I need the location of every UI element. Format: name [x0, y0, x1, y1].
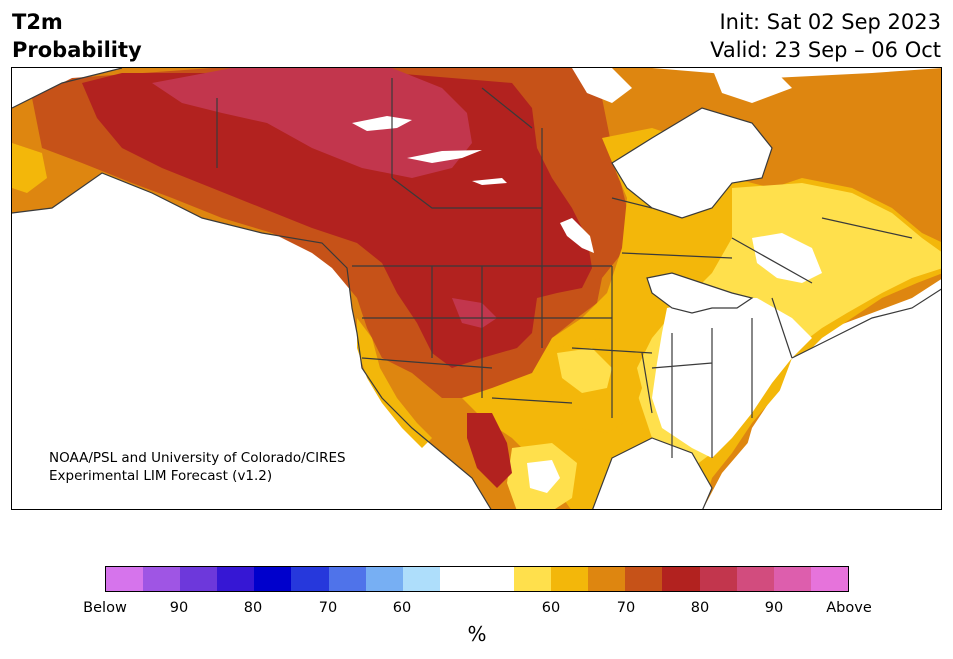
title-line-2: Probability: [12, 38, 142, 62]
colorbar-cell: [217, 567, 255, 591]
probability-colorbar: [105, 566, 849, 592]
colorbar-cell: [773, 567, 811, 591]
colorbar-cell: [254, 567, 292, 591]
zone-neutral-east: [652, 298, 812, 458]
arctic-water: [572, 68, 632, 103]
zone-neutral-quebec: [752, 233, 822, 283]
colorbar-cell: [514, 567, 552, 591]
credit-line-2: Experimental LIM Forecast (v1.2): [49, 468, 273, 484]
colorbar-cell: [106, 567, 144, 591]
colorbar-cell: [810, 567, 848, 591]
great-lakes: [647, 273, 752, 313]
tick-above-60: 60: [541, 600, 561, 616]
colorbar-cell: [180, 567, 218, 591]
tick-above-90: 90: [764, 600, 784, 616]
map-title: T2m Probability: [12, 8, 142, 64]
tick-above-80: 80: [690, 600, 710, 616]
tick-below-90: 90: [169, 600, 189, 616]
lake-winnipeg: [560, 218, 594, 253]
zone-yellow-west-ak: [12, 143, 47, 193]
colorbar-unit: %: [467, 622, 487, 646]
colorbar-cell: [402, 567, 440, 591]
gulf-of-mexico: [592, 438, 712, 509]
colorbar-cell: [439, 567, 477, 591]
probability-map: [11, 67, 942, 510]
zone-mexico-red: [467, 413, 512, 488]
title-line-1: T2m: [12, 10, 63, 34]
atlantic: [703, 289, 941, 509]
colorbar-cell: [143, 567, 181, 591]
colorbar-cell: [328, 567, 366, 591]
colorbar-cell: [662, 567, 700, 591]
coastlines-and-borders: [12, 68, 941, 509]
zone-south-lightyellow: [557, 348, 612, 393]
colorbar-cell: [476, 567, 515, 591]
great-bear-lake: [352, 116, 412, 131]
hudson-bay: [612, 108, 772, 218]
tick-below: Below: [83, 600, 127, 616]
colorbar-cell: [365, 567, 403, 591]
lake-athabasca: [472, 178, 507, 185]
colorbar-cell: [625, 567, 663, 591]
pacific-ocean: [12, 173, 491, 509]
tick-above: Above: [826, 600, 872, 616]
credit-line-1: NOAA/PSL and University of Colorado/CIRE…: [49, 450, 346, 466]
init-date: Init: Sat 02 Sep 2023: [719, 10, 941, 34]
tick-below-60: 60: [392, 600, 412, 616]
colorbar-cell: [736, 567, 774, 591]
tick-above-70: 70: [616, 600, 636, 616]
valid-period: Valid: 23 Sep – 06 Oct: [710, 38, 941, 62]
zone-mexico-white: [527, 460, 560, 493]
great-slave-lake: [407, 150, 482, 163]
colorbar-cell: [291, 567, 329, 591]
colorbar-cell: [551, 567, 589, 591]
tick-below-80: 80: [243, 600, 263, 616]
arctic-water-2: [712, 68, 792, 103]
zone-above-80-sw: [452, 298, 497, 328]
tick-below-70: 70: [318, 600, 338, 616]
forecast-credit: NOAA/PSL and University of Colorado/CIRE…: [49, 449, 346, 485]
forecast-dates: Init: Sat 02 Sep 2023 Valid: 23 Sep – 06…: [710, 8, 941, 64]
colorbar-cell: [588, 567, 626, 591]
colorbar-cell: [699, 567, 737, 591]
north-america-map: [12, 68, 941, 509]
